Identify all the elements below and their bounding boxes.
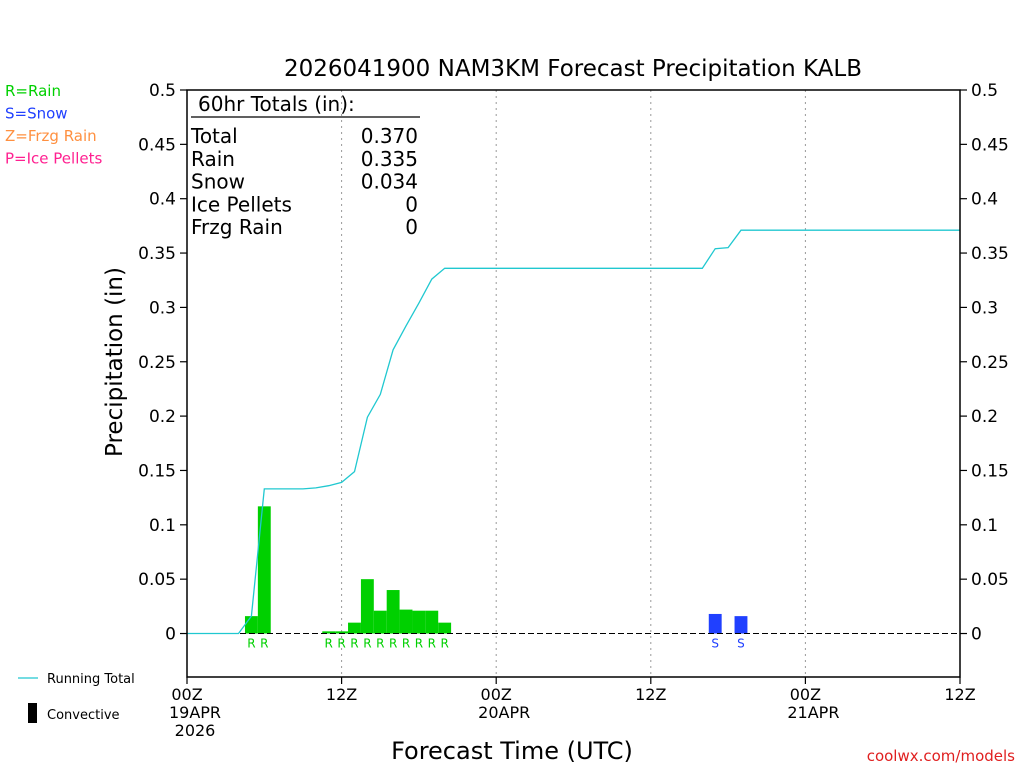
convective-legend-swatch (28, 703, 37, 723)
running-total-legend-label: Running Total (47, 672, 135, 687)
y-tick-label-left: 0.05 (138, 570, 176, 590)
y-tick-label-right: 0.5 (971, 81, 998, 101)
precip-bar (412, 610, 426, 634)
x-tick-label: 20APR (478, 703, 530, 722)
type-legend-item: P=Ice Pellets (5, 150, 102, 168)
totals-row-value: 0.370 (361, 124, 418, 148)
y-tick-label-left: 0.35 (138, 244, 176, 264)
y-tick-label-right: 0.45 (971, 135, 1009, 155)
totals-row-label: Snow (191, 170, 245, 194)
type-legend-item: R=Rain (5, 82, 61, 100)
bar-type-label: S (711, 637, 719, 651)
x-tick-label: 12Z (944, 685, 975, 704)
y-tick-label-right: 0.2 (971, 407, 998, 427)
totals-row-label: Ice Pellets (191, 192, 292, 216)
precip-bar (438, 622, 452, 634)
precip-bar (425, 610, 439, 634)
bar-type-label: R (415, 637, 423, 651)
bar-type-label: R (440, 637, 448, 651)
chart-title: 2026041900 NAM3KM Forecast Precipitation… (284, 56, 862, 82)
y-axis-label: Precipitation (in) (102, 267, 128, 457)
bar-type-label: R (247, 637, 255, 651)
y-tick-label-left: 0.45 (138, 135, 176, 155)
y-tick-label-left: 0.15 (138, 461, 176, 481)
convective-legend-label: Convective (47, 708, 120, 723)
y-tick-label-right: 0.3 (971, 298, 998, 318)
x-tick-label: 00Z (481, 685, 512, 704)
y-tick-label-left: 0.1 (149, 516, 176, 536)
precip-bar (348, 622, 361, 634)
totals-row-value: 0.335 (361, 147, 418, 171)
totals-box: 60hr Totals (in): Total 0.370 Rain 0.335 Sno… (190, 92, 420, 239)
bars-group (244, 506, 748, 634)
y-tick-label-right: 0.25 (971, 353, 1009, 373)
precip-bar (257, 506, 271, 634)
precip-bar (335, 631, 349, 634)
x-tick-label: 19APR (169, 703, 221, 722)
grid-lines (341, 90, 806, 677)
y-tick-label-left: 0.2 (149, 407, 176, 427)
bar-type-label: R (350, 637, 358, 651)
totals-row-value: 0 (405, 192, 418, 216)
type-legend-item: S=Snow (5, 105, 68, 123)
precip-bar (399, 609, 413, 634)
y-tick-label-right: 0.05 (971, 570, 1009, 590)
bar-type-label: R (325, 637, 333, 651)
x-tick-label: 12Z (635, 685, 666, 704)
bar-type-label: R (337, 637, 345, 651)
precip-bar (244, 616, 258, 634)
type-legend-item: Z=Frzg Rain (5, 127, 97, 145)
x-tick-label: 12Z (326, 685, 357, 704)
precip-bar (734, 616, 748, 634)
precip-bar (373, 610, 387, 634)
running-total-line (187, 229, 960, 635)
y-axis-right: 0 0.05 0.1 0.15 0.2 0.25 0.3 0.35 0.4 0.45 0.5 (960, 81, 1009, 645)
bar-type-label: R (428, 637, 436, 651)
precip-type-legend: R=Rain S=Snow Z=Frzg Rain P=Ice Pellets (5, 82, 102, 168)
x-tick-label: 00Z (790, 685, 821, 704)
y-tick-label-left: 0.5 (149, 81, 176, 101)
totals-row-label: Rain (191, 147, 235, 171)
totals-row-value: 0.034 (361, 170, 418, 194)
bar-type-label: R (363, 637, 371, 651)
plot-frame (186, 89, 961, 678)
totals-row-value: 0 (405, 215, 418, 239)
x-axis-label: Forecast Time (UTC) (391, 737, 633, 765)
totals-row-label: Total (190, 124, 238, 148)
x-tick-label: 2026 (175, 721, 216, 740)
y-tick-label-left: 0.4 (149, 190, 176, 210)
bar-type-label: S (737, 637, 745, 651)
bar-type-label: R (389, 637, 397, 651)
bar-type-label: R (376, 637, 384, 651)
y-tick-label-left: 0.3 (149, 298, 176, 318)
y-tick-label-left: 0 (165, 625, 176, 645)
y-tick-label-right: 0.15 (971, 461, 1009, 481)
totals-title: 60hr Totals (in): (198, 92, 355, 116)
y-axis-left: 0 0.05 0.1 0.15 0.2 0.25 0.3 0.35 0.4 0.45 0.5 (138, 81, 187, 645)
bar-type-label: R (402, 637, 410, 651)
x-tick-label: 21APR (787, 703, 839, 722)
y-tick-label-right: 0.35 (971, 244, 1009, 264)
x-tick-label: 00Z (171, 685, 202, 704)
precip-bar (708, 613, 722, 634)
precip-bar (386, 590, 400, 634)
y-tick-label-right: 0 (971, 625, 982, 645)
precip-bar (360, 579, 374, 634)
y-tick-label-left: 0.25 (138, 353, 176, 373)
bar-type-label: R (260, 637, 268, 651)
y-tick-label-right: 0.1 (971, 516, 998, 536)
y-tick-label-right: 0.4 (971, 190, 998, 210)
bottom-legend: Running Total Convective (18, 672, 135, 723)
totals-row-label: Frzg Rain (191, 215, 283, 239)
credit-text: coolwx.com/models (867, 747, 1015, 765)
precip-bar (322, 631, 336, 634)
